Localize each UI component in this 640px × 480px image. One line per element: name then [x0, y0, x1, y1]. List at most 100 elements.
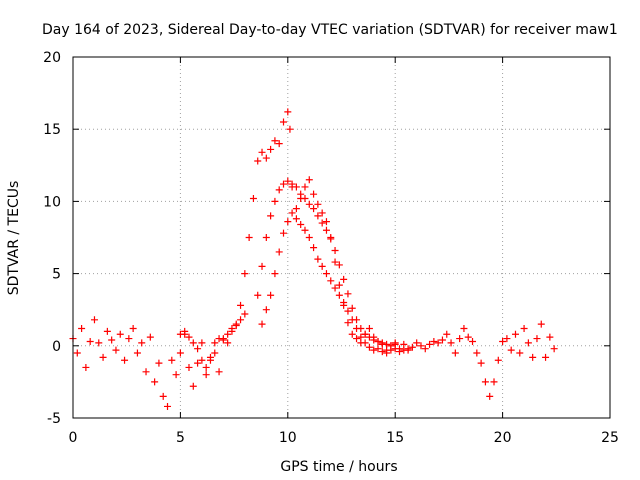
data-point-low [365, 343, 373, 351]
data-point-baseline [202, 363, 210, 371]
data-point-main [103, 327, 111, 335]
data-point-main [335, 281, 343, 289]
data-point-mid [280, 180, 288, 188]
data-point-main [262, 154, 270, 162]
data-point-low [340, 298, 348, 306]
data-point-main [133, 349, 141, 357]
data-point-main [533, 335, 541, 343]
axes: 0 5 10 15 20 25 -5 0 5 10 15 20 [43, 50, 619, 446]
data-point-baseline [206, 353, 214, 361]
data-point-main [198, 339, 206, 347]
data-point-mid [331, 246, 339, 254]
data-point-main [224, 339, 232, 347]
data-point-main [284, 108, 292, 116]
data-point-main [516, 349, 524, 357]
data-point-main [305, 176, 313, 184]
data-point-mid [284, 177, 292, 185]
y-tick-label: 5 [52, 267, 61, 283]
data-point-main [159, 392, 167, 400]
data-point-main [417, 342, 425, 350]
y-tick-label: 0 [52, 339, 61, 355]
data-point-main [511, 330, 519, 338]
data-point-mid [383, 340, 391, 348]
data-point-main [490, 378, 498, 386]
data-point-main [168, 356, 176, 364]
data-point-main [524, 339, 532, 347]
data-point-main [99, 353, 107, 361]
data-point-baseline [185, 333, 193, 341]
data-point-mid [327, 235, 335, 243]
data-point-main [443, 330, 451, 338]
data-point-low [378, 348, 386, 356]
data-point-low [288, 209, 296, 217]
data-point-baseline [189, 339, 197, 347]
data-point-main [426, 340, 434, 348]
data-point-low [275, 248, 283, 256]
y-axis-label: SDTVAR / TECUs [6, 181, 22, 296]
data-point-baseline [241, 310, 249, 318]
data-point-main [95, 339, 103, 347]
data-point-mid [292, 183, 300, 191]
data-point-low [318, 262, 326, 270]
data-point-main [503, 335, 511, 343]
data-point-low [383, 349, 391, 357]
data-point-low [292, 215, 300, 223]
data-point-low [348, 316, 356, 324]
data-point-main [438, 336, 446, 344]
data-point-main [280, 118, 288, 126]
data-points [69, 108, 558, 410]
data-point-main [456, 335, 464, 343]
data-point-mid [301, 195, 309, 203]
data-point-main [267, 145, 275, 153]
data-point-main [176, 349, 184, 357]
data-point-low [310, 244, 318, 252]
data-point-main [241, 270, 249, 278]
data-point-main [249, 195, 257, 203]
data-point-main [155, 359, 163, 367]
data-point-main [550, 345, 558, 353]
data-point-mid [348, 304, 356, 312]
data-point-main [430, 337, 438, 345]
data-point-mid [344, 290, 352, 298]
data-point-main [494, 356, 502, 364]
data-point-mid [378, 339, 386, 347]
data-point-main [486, 392, 494, 400]
data-point-low [344, 307, 352, 315]
data-point-low [297, 221, 305, 229]
data-point-main [421, 345, 429, 353]
data-point-main [254, 157, 262, 165]
data-point-low [301, 226, 309, 234]
data-point-main [73, 349, 81, 357]
data-point-mid [370, 336, 378, 344]
data-point-mid [258, 262, 266, 270]
x-tick-label: 25 [601, 430, 619, 446]
grid-lines [73, 57, 610, 418]
data-point-main [451, 349, 459, 357]
data-point-main [245, 234, 253, 241]
data-point-baseline [224, 330, 232, 338]
data-point-mid [305, 200, 313, 208]
y-tick-label: 10 [43, 194, 61, 210]
data-point-main [237, 301, 245, 309]
data-point-mid [318, 219, 326, 227]
data-point-main [499, 337, 507, 345]
data-point-main [520, 324, 528, 332]
data-point-mid [262, 234, 270, 241]
data-point-mid [322, 226, 330, 234]
data-point-main [125, 335, 133, 343]
data-point-main [447, 339, 455, 347]
data-point-main [344, 319, 352, 327]
data-point-main [211, 349, 219, 357]
data-point-low [387, 346, 395, 354]
data-point-low [391, 345, 399, 353]
data-point-low [262, 306, 270, 314]
data-point-low [258, 320, 266, 328]
data-point-baseline [219, 336, 227, 344]
data-point-main [82, 363, 90, 371]
y-tick-label: 20 [43, 50, 61, 66]
data-point-baseline [176, 330, 184, 338]
data-point-main [413, 339, 421, 347]
data-point-main [202, 371, 210, 379]
plot-frame [72, 56, 611, 419]
x-tick-label: 20 [494, 430, 512, 446]
